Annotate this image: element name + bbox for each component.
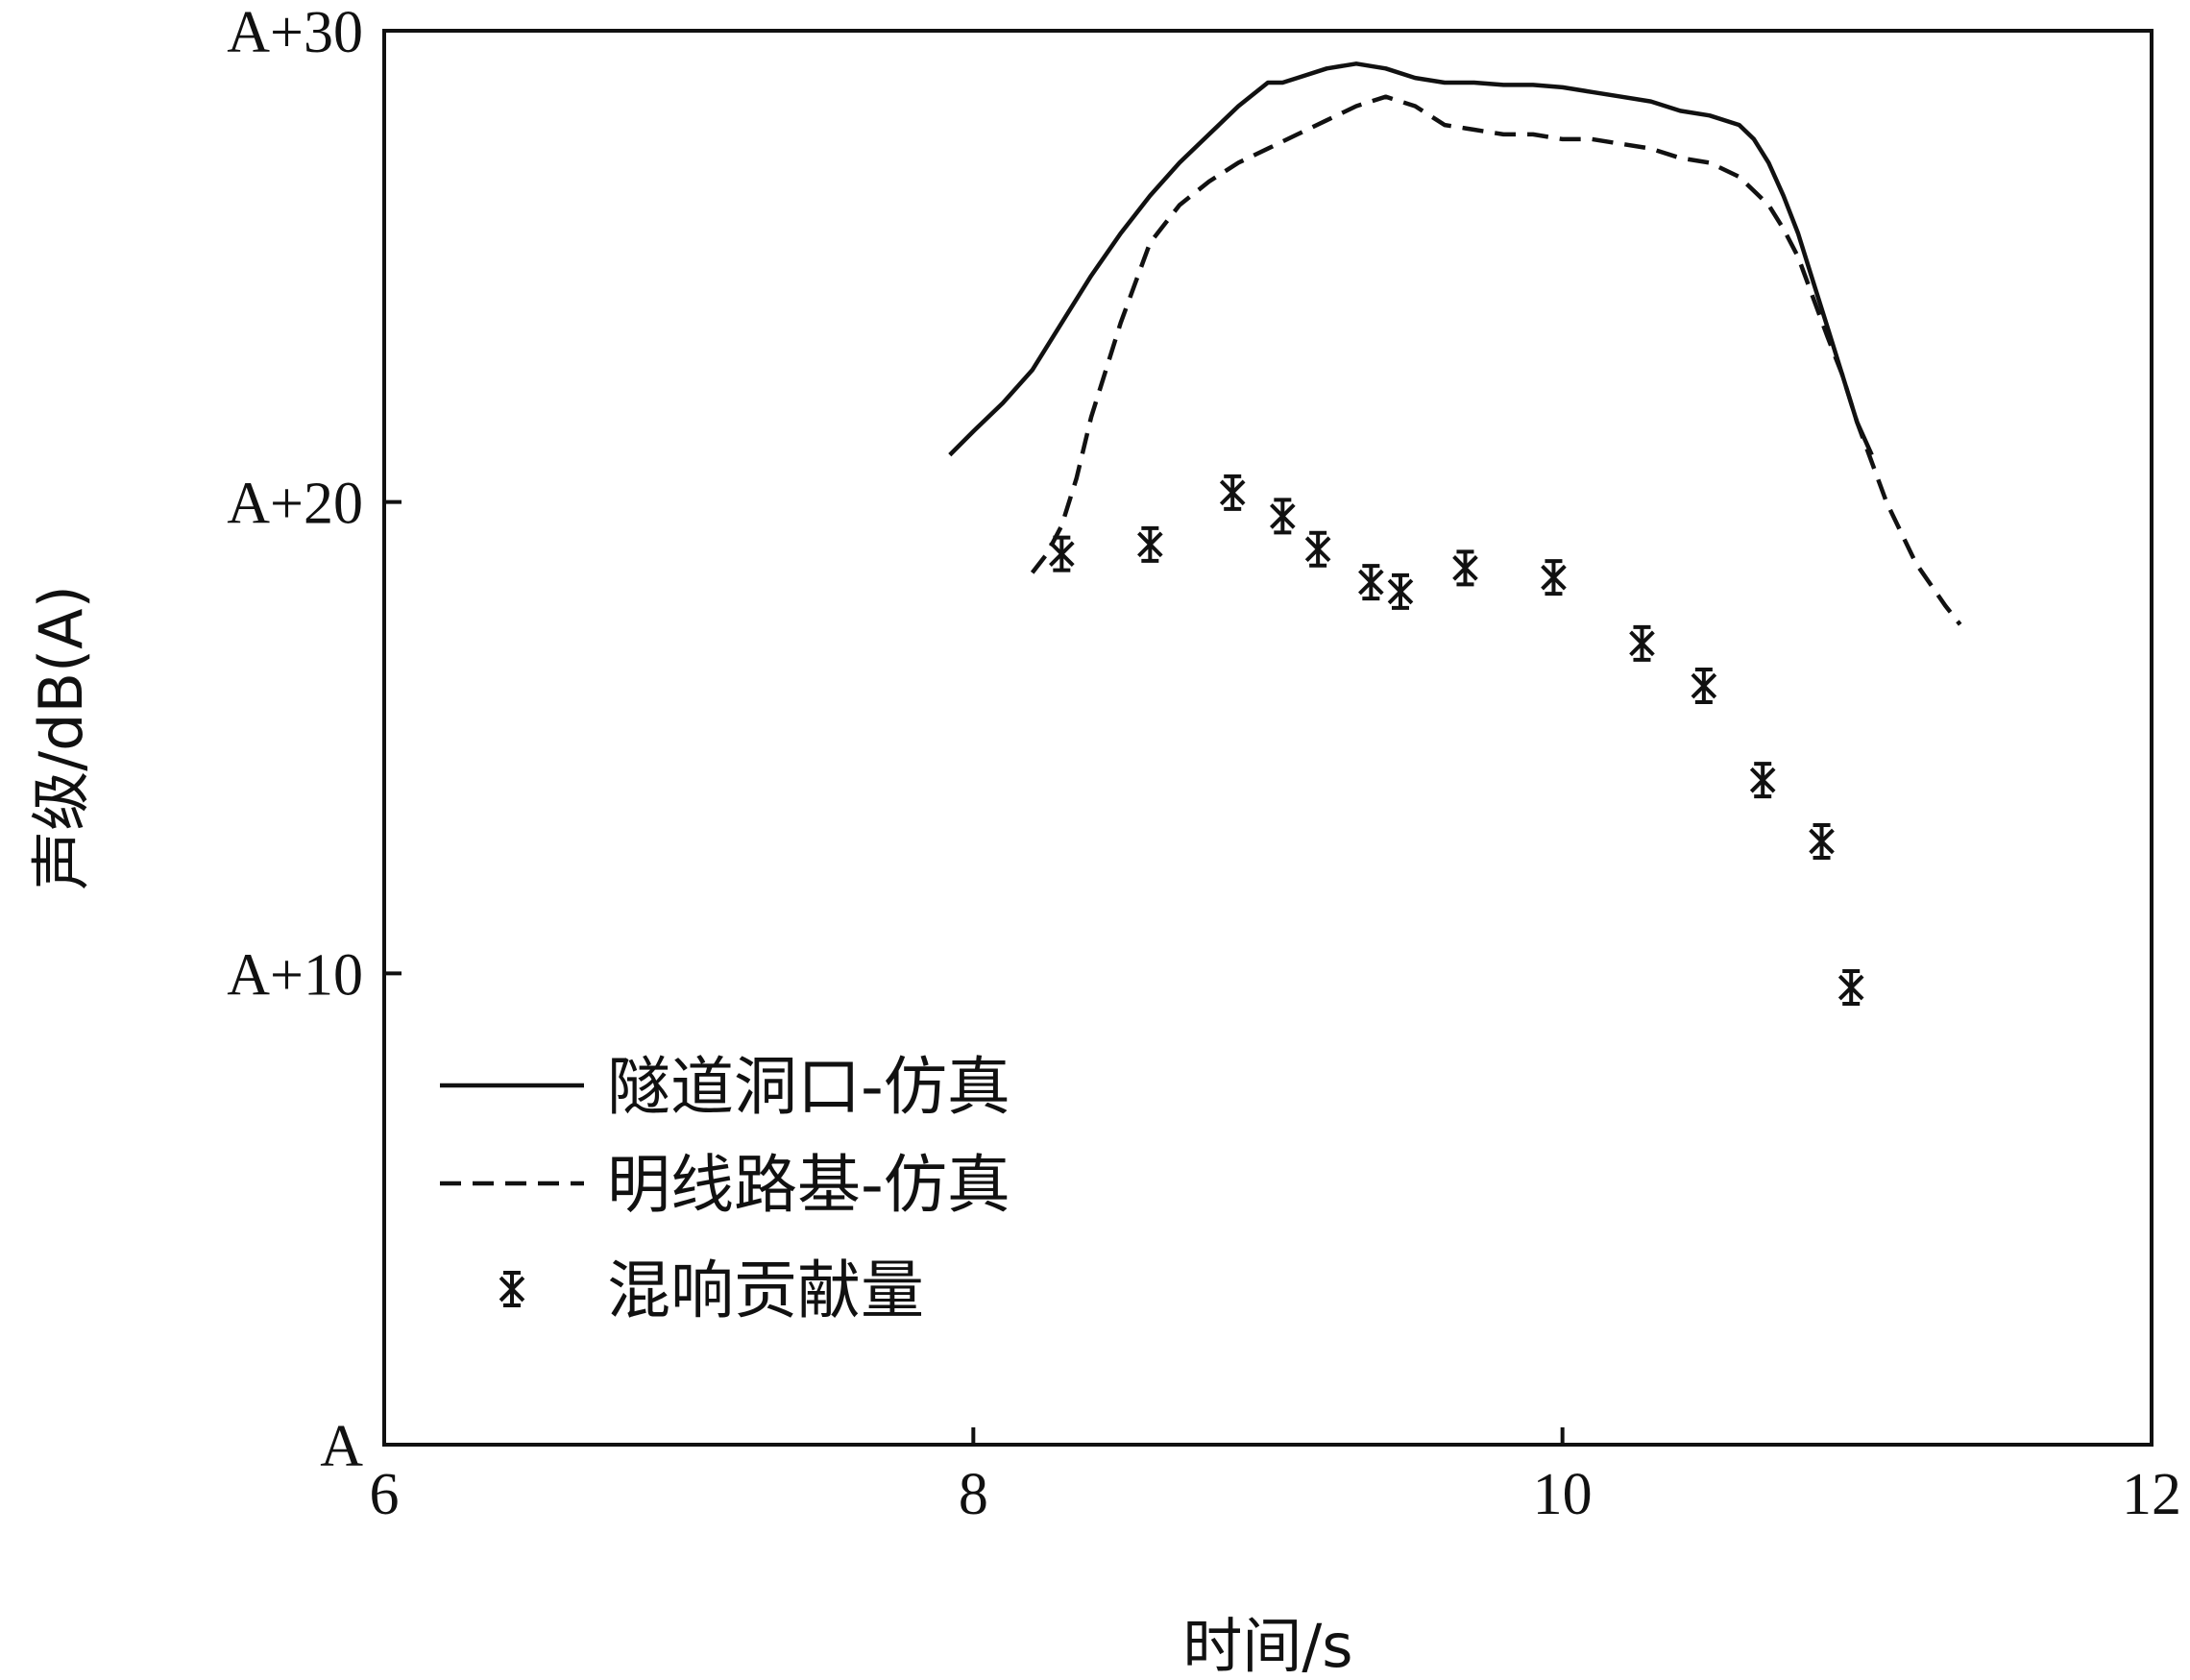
data-point-marker [1137, 525, 1163, 563]
legend-label: 明线路基-仿真 [607, 1148, 1010, 1222]
series-layer [948, 61, 1962, 1007]
legend-label: 混响贡献量 [607, 1254, 924, 1327]
data-point-marker [1452, 549, 1478, 587]
y-tick-label: A+30 [227, 0, 363, 65]
y-axis-label: 声级/dB(A) [26, 585, 96, 890]
data-point-marker [1541, 559, 1567, 597]
data-point-marker [1304, 530, 1331, 568]
legend-label: 隧道洞口-仿真 [607, 1050, 1010, 1124]
data-point-marker [1270, 498, 1296, 535]
data-point-marker [1358, 564, 1384, 601]
plot-frame [382, 29, 2154, 1447]
data-point-marker [1219, 474, 1246, 511]
legend-marker-asterisk [499, 1271, 525, 1307]
data-point-marker [1629, 624, 1655, 662]
data-point-marker [1049, 535, 1075, 572]
x-tick-label: 10 [1533, 1462, 1593, 1527]
data-point-marker [1387, 572, 1414, 610]
x-tick-label: 12 [2122, 1462, 2181, 1527]
y-tick-label: A+20 [227, 472, 363, 537]
axis-ticks: 6 8 10 12 A A+10 A+20 A+30 [227, 0, 2181, 1527]
x-tick-label: 6 [370, 1462, 400, 1527]
x-axis-label: 时间/s [1182, 1611, 1352, 1680]
data-point-marker [1809, 822, 1835, 860]
y-tick-label: A+10 [227, 942, 363, 1008]
y-tick-label: A [320, 1414, 363, 1479]
data-point-marker [1837, 969, 1864, 1007]
series-reverb-markers [1049, 474, 1864, 1007]
data-point-marker [1749, 762, 1776, 799]
x-tick-label: 8 [959, 1462, 988, 1527]
series-line-subgrade [1030, 94, 1962, 626]
data-point-marker [1691, 668, 1717, 705]
series-line-tunnel [948, 61, 1874, 457]
